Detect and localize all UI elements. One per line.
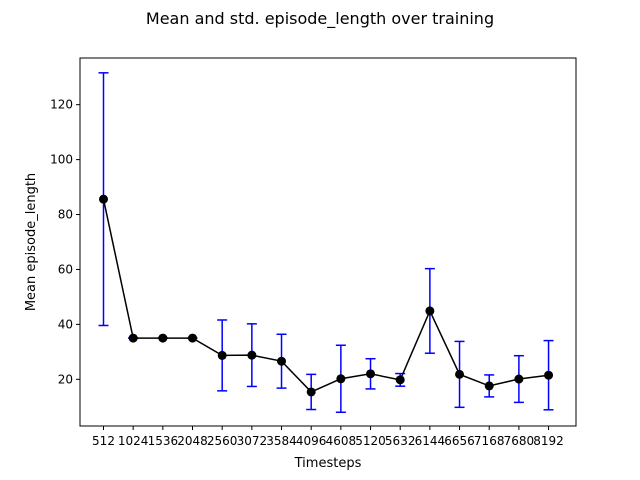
x-tick-label: 2560 — [207, 434, 238, 448]
data-point — [336, 374, 346, 384]
x-tick-label: 3584 — [266, 434, 297, 448]
chart-title: Mean and std. episode_length over traini… — [146, 9, 494, 29]
data-point — [217, 350, 227, 360]
y-tick-label: 80 — [58, 208, 73, 222]
plot-area-frame — [79, 57, 577, 427]
data-point — [277, 356, 287, 366]
y-tick-label: 20 — [58, 372, 73, 386]
x-axis-label: Timesteps — [294, 456, 362, 471]
series-markers — [99, 194, 554, 397]
data-point — [247, 350, 257, 360]
x-tick-label: 5120 — [355, 434, 386, 448]
data-point — [99, 194, 108, 204]
y-tick-label: 120 — [50, 98, 73, 112]
x-tick-label: 6656 — [444, 434, 475, 448]
x-tick-label: 1024 — [118, 434, 149, 448]
x-tick-label: 512 — [92, 434, 115, 448]
data-point — [544, 370, 554, 380]
data-point — [395, 375, 405, 385]
x-tick-label: 7680 — [504, 434, 535, 448]
x-tick-label: 5632 — [385, 434, 416, 448]
y-tick-label: 100 — [50, 153, 73, 167]
x-tick-label: 1536 — [148, 434, 179, 448]
series-line — [102, 199, 549, 393]
data-point — [366, 369, 376, 379]
y-axis: 20 40 60 80 100 120 — [50, 98, 80, 386]
data-point — [306, 387, 316, 397]
x-tick-label: 4608 — [326, 434, 357, 448]
data-point — [455, 369, 465, 379]
data-point — [128, 333, 138, 343]
y-axis-label: Mean episode_length — [24, 173, 39, 311]
x-tick-label: 2048 — [177, 434, 208, 448]
y-tick-label: 60 — [58, 262, 73, 276]
data-point — [484, 381, 494, 391]
error-bars — [98, 72, 554, 414]
data-point — [425, 306, 435, 316]
data-point — [514, 374, 524, 384]
x-tick-label: 7168 — [474, 434, 505, 448]
x-tick-label: 3072 — [237, 434, 268, 448]
x-tick-label: 8192 — [533, 434, 564, 448]
x-tick-label: 4096 — [296, 434, 327, 448]
x-axis: 512 1024 1536 2048 2560 3072 3584 4096 4608 5120 5… — [92, 426, 564, 448]
y-tick-label: 40 — [58, 317, 73, 331]
x-tick-label: 6144 — [415, 434, 446, 448]
data-point — [158, 333, 168, 343]
data-point — [188, 333, 198, 343]
